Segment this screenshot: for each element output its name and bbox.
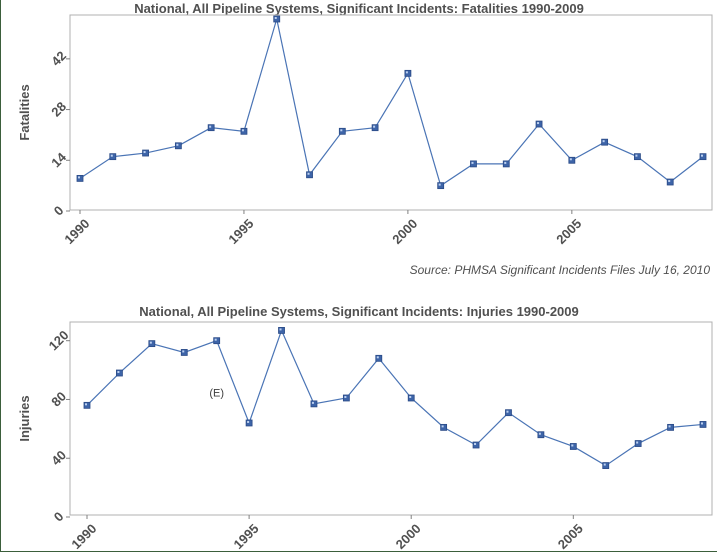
injuries-data-point-highlight bbox=[214, 338, 217, 341]
fatalities-data-point-highlight bbox=[701, 154, 703, 157]
injuries-data-point-highlight bbox=[85, 403, 87, 406]
injuries-y-tick-label: 80 bbox=[48, 389, 69, 410]
fatalities-data-point-highlight bbox=[209, 125, 212, 128]
fatalities-data-point-highlight bbox=[504, 161, 507, 164]
fatalities-x-tick-label: 2000 bbox=[389, 216, 420, 247]
injuries-y-tick-label: 120 bbox=[46, 327, 72, 353]
injuries-data-point-highlight bbox=[506, 410, 509, 413]
injuries-data-point-highlight bbox=[668, 425, 671, 428]
fatalities-data-point-highlight bbox=[405, 71, 408, 74]
injuries-data-point-highlight bbox=[603, 463, 606, 466]
injuries-data-point-highlight bbox=[441, 425, 444, 428]
fatalities-data-point-highlight bbox=[569, 158, 572, 161]
fatalities-data-point-highlight bbox=[471, 161, 474, 164]
injuries-data-point-highlight bbox=[247, 420, 250, 423]
injuries-series-line bbox=[86, 328, 704, 467]
fatalities-data-point-highlight bbox=[340, 129, 343, 132]
injuries-chart-title: National, All Pipeline Systems, Signific… bbox=[139, 304, 579, 319]
injuries-data-point-highlight bbox=[376, 356, 379, 359]
injuries-data-point-highlight bbox=[344, 395, 347, 398]
injuries-annotation: (E) bbox=[209, 388, 224, 400]
injuries-data-point-highlight bbox=[182, 350, 185, 353]
fatalities-x-tick-label: 2005 bbox=[553, 216, 584, 247]
injuries-data-point-highlight bbox=[701, 422, 703, 425]
fatalities-data-point-highlight bbox=[274, 17, 277, 19]
injuries-data-point-highlight bbox=[636, 441, 639, 444]
fatalities-x-tick-label: 1995 bbox=[225, 216, 256, 247]
fatalities-data-point-highlight bbox=[110, 154, 113, 157]
injuries-data-point-highlight bbox=[538, 432, 541, 435]
fatalities-data-point-highlight bbox=[373, 125, 376, 128]
fatalities-y-axis-label: Fatalities bbox=[17, 84, 32, 140]
fatalities-data-point-highlight bbox=[602, 140, 605, 143]
fatalities-plot-area bbox=[69, 14, 713, 211]
injuries-x-tick-label: 2000 bbox=[393, 521, 424, 552]
injuries-data-point-highlight bbox=[474, 443, 477, 446]
injuries-x-tick-label: 2005 bbox=[555, 521, 586, 552]
injuries-plot-area bbox=[69, 321, 713, 516]
injuries-x-tick-label: 1995 bbox=[231, 521, 262, 552]
injuries-data-point-highlight bbox=[117, 371, 120, 374]
fatalities-data-point-highlight bbox=[241, 129, 244, 132]
fatalities-data-point-highlight bbox=[307, 172, 310, 175]
fatalities-data-point-highlight bbox=[668, 180, 671, 183]
fatalities-data-point-highlight bbox=[78, 176, 80, 179]
injuries-x-tick-label: 1990 bbox=[68, 521, 99, 552]
injuries-y-tick-label: 40 bbox=[48, 447, 69, 468]
fatalities-data-point-highlight bbox=[176, 143, 179, 146]
injuries-data-point-highlight bbox=[279, 328, 282, 331]
fatalities-chart: Fatalities 0 14 28 42 1990 1995 2000 2005 bbox=[17, 14, 713, 247]
injuries-y-tick-label: 0 bbox=[51, 509, 67, 525]
injuries-y-axis-label: Injuries bbox=[17, 395, 32, 441]
injuries-chart: Injuries 0 40 80 120 1990 1995 2000 2005 (E) bbox=[17, 321, 713, 552]
injuries-data-point-highlight bbox=[149, 341, 152, 344]
fatalities-y-tick-label: 42 bbox=[48, 48, 69, 69]
injuries-data-point-highlight bbox=[571, 444, 574, 447]
fatalities-data-point-highlight bbox=[438, 183, 441, 186]
fatalities-chart-title: National, All Pipeline Systems, Signific… bbox=[134, 1, 584, 16]
fatalities-y-tick-label: 28 bbox=[48, 99, 69, 120]
fatalities-y-tick-label: 14 bbox=[48, 149, 69, 170]
fatalities-data-point-highlight bbox=[537, 122, 540, 125]
source-note: Source: PHMSA Significant Incidents File… bbox=[409, 263, 710, 277]
fatalities-x-tick-label: 1990 bbox=[61, 216, 92, 247]
fatalities-data-point-highlight bbox=[635, 154, 638, 157]
fatalities-data-point-highlight bbox=[143, 151, 146, 154]
fatalities-series-line bbox=[79, 18, 704, 187]
injuries-data-point-highlight bbox=[311, 401, 314, 404]
fatalities-y-tick-label: 0 bbox=[51, 203, 67, 219]
injuries-data-point-highlight bbox=[409, 395, 412, 398]
